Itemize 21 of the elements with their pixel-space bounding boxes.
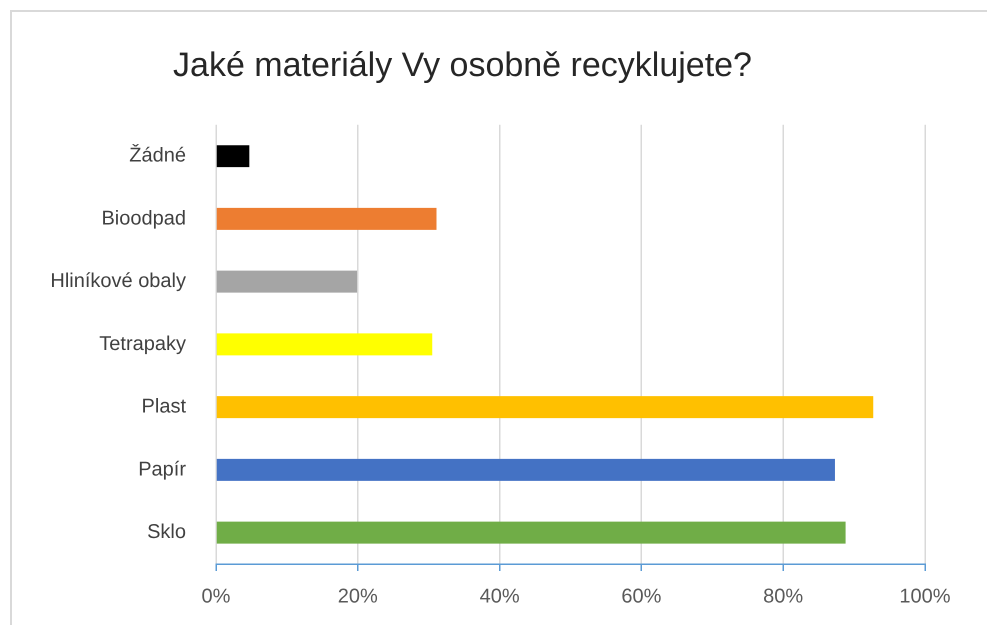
x-tick-label: 60%: [621, 586, 662, 608]
y-tick-label: Hliníkové obaly: [50, 270, 186, 292]
y-tick-label: Tetrapaky: [99, 332, 186, 355]
y-tick-label: Bioodpad: [101, 207, 186, 230]
bar: [216, 145, 250, 168]
x-tick-label: 0%: [202, 586, 231, 608]
bar: [216, 458, 835, 481]
y-tick-label: Plast: [142, 396, 186, 418]
y-tick-label: Papír: [138, 458, 186, 480]
bar: [216, 208, 436, 230]
x-tick-label: 20%: [338, 586, 378, 608]
bar: [216, 522, 846, 544]
y-tick-label: Sklo: [147, 521, 186, 544]
bar: [216, 333, 432, 356]
x-tick-label: 40%: [480, 586, 520, 608]
x-tick-label: 100%: [899, 586, 951, 608]
bar: [216, 270, 358, 293]
y-tick-label: Žádné: [129, 144, 186, 167]
x-tick-label: 80%: [763, 586, 804, 608]
chart-title: Jaké materiály Vy osobně recyklujete?: [173, 46, 752, 84]
bar: [216, 396, 874, 418]
